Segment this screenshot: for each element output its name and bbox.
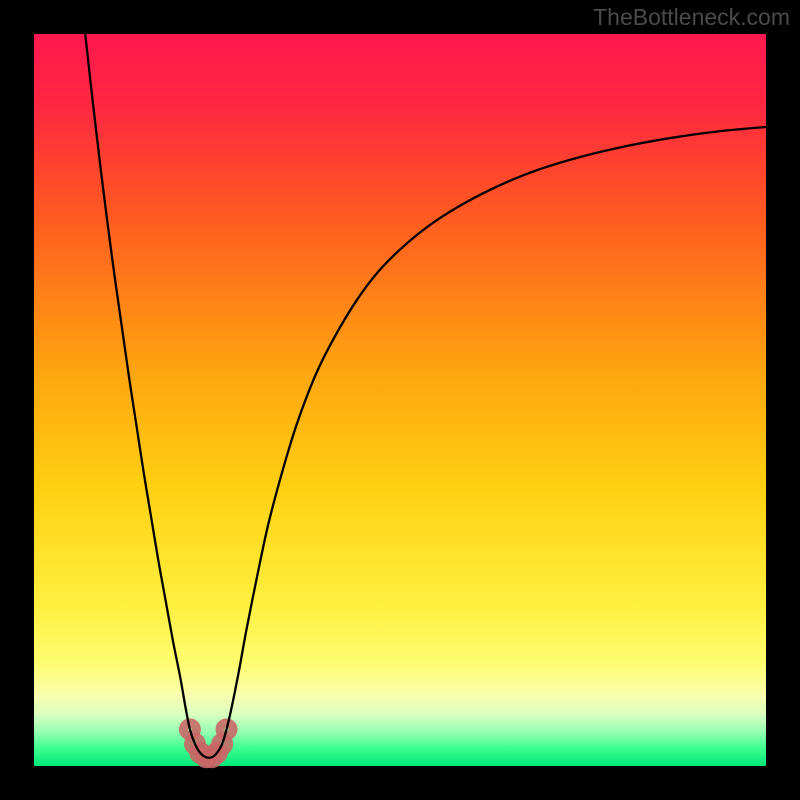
chart-root: { "chart": { "type": "line", "width": 80… xyxy=(0,0,800,800)
plot-background xyxy=(34,34,766,766)
watermark-label: TheBottleneck.com xyxy=(593,4,790,31)
bottleneck-chart xyxy=(0,0,800,800)
